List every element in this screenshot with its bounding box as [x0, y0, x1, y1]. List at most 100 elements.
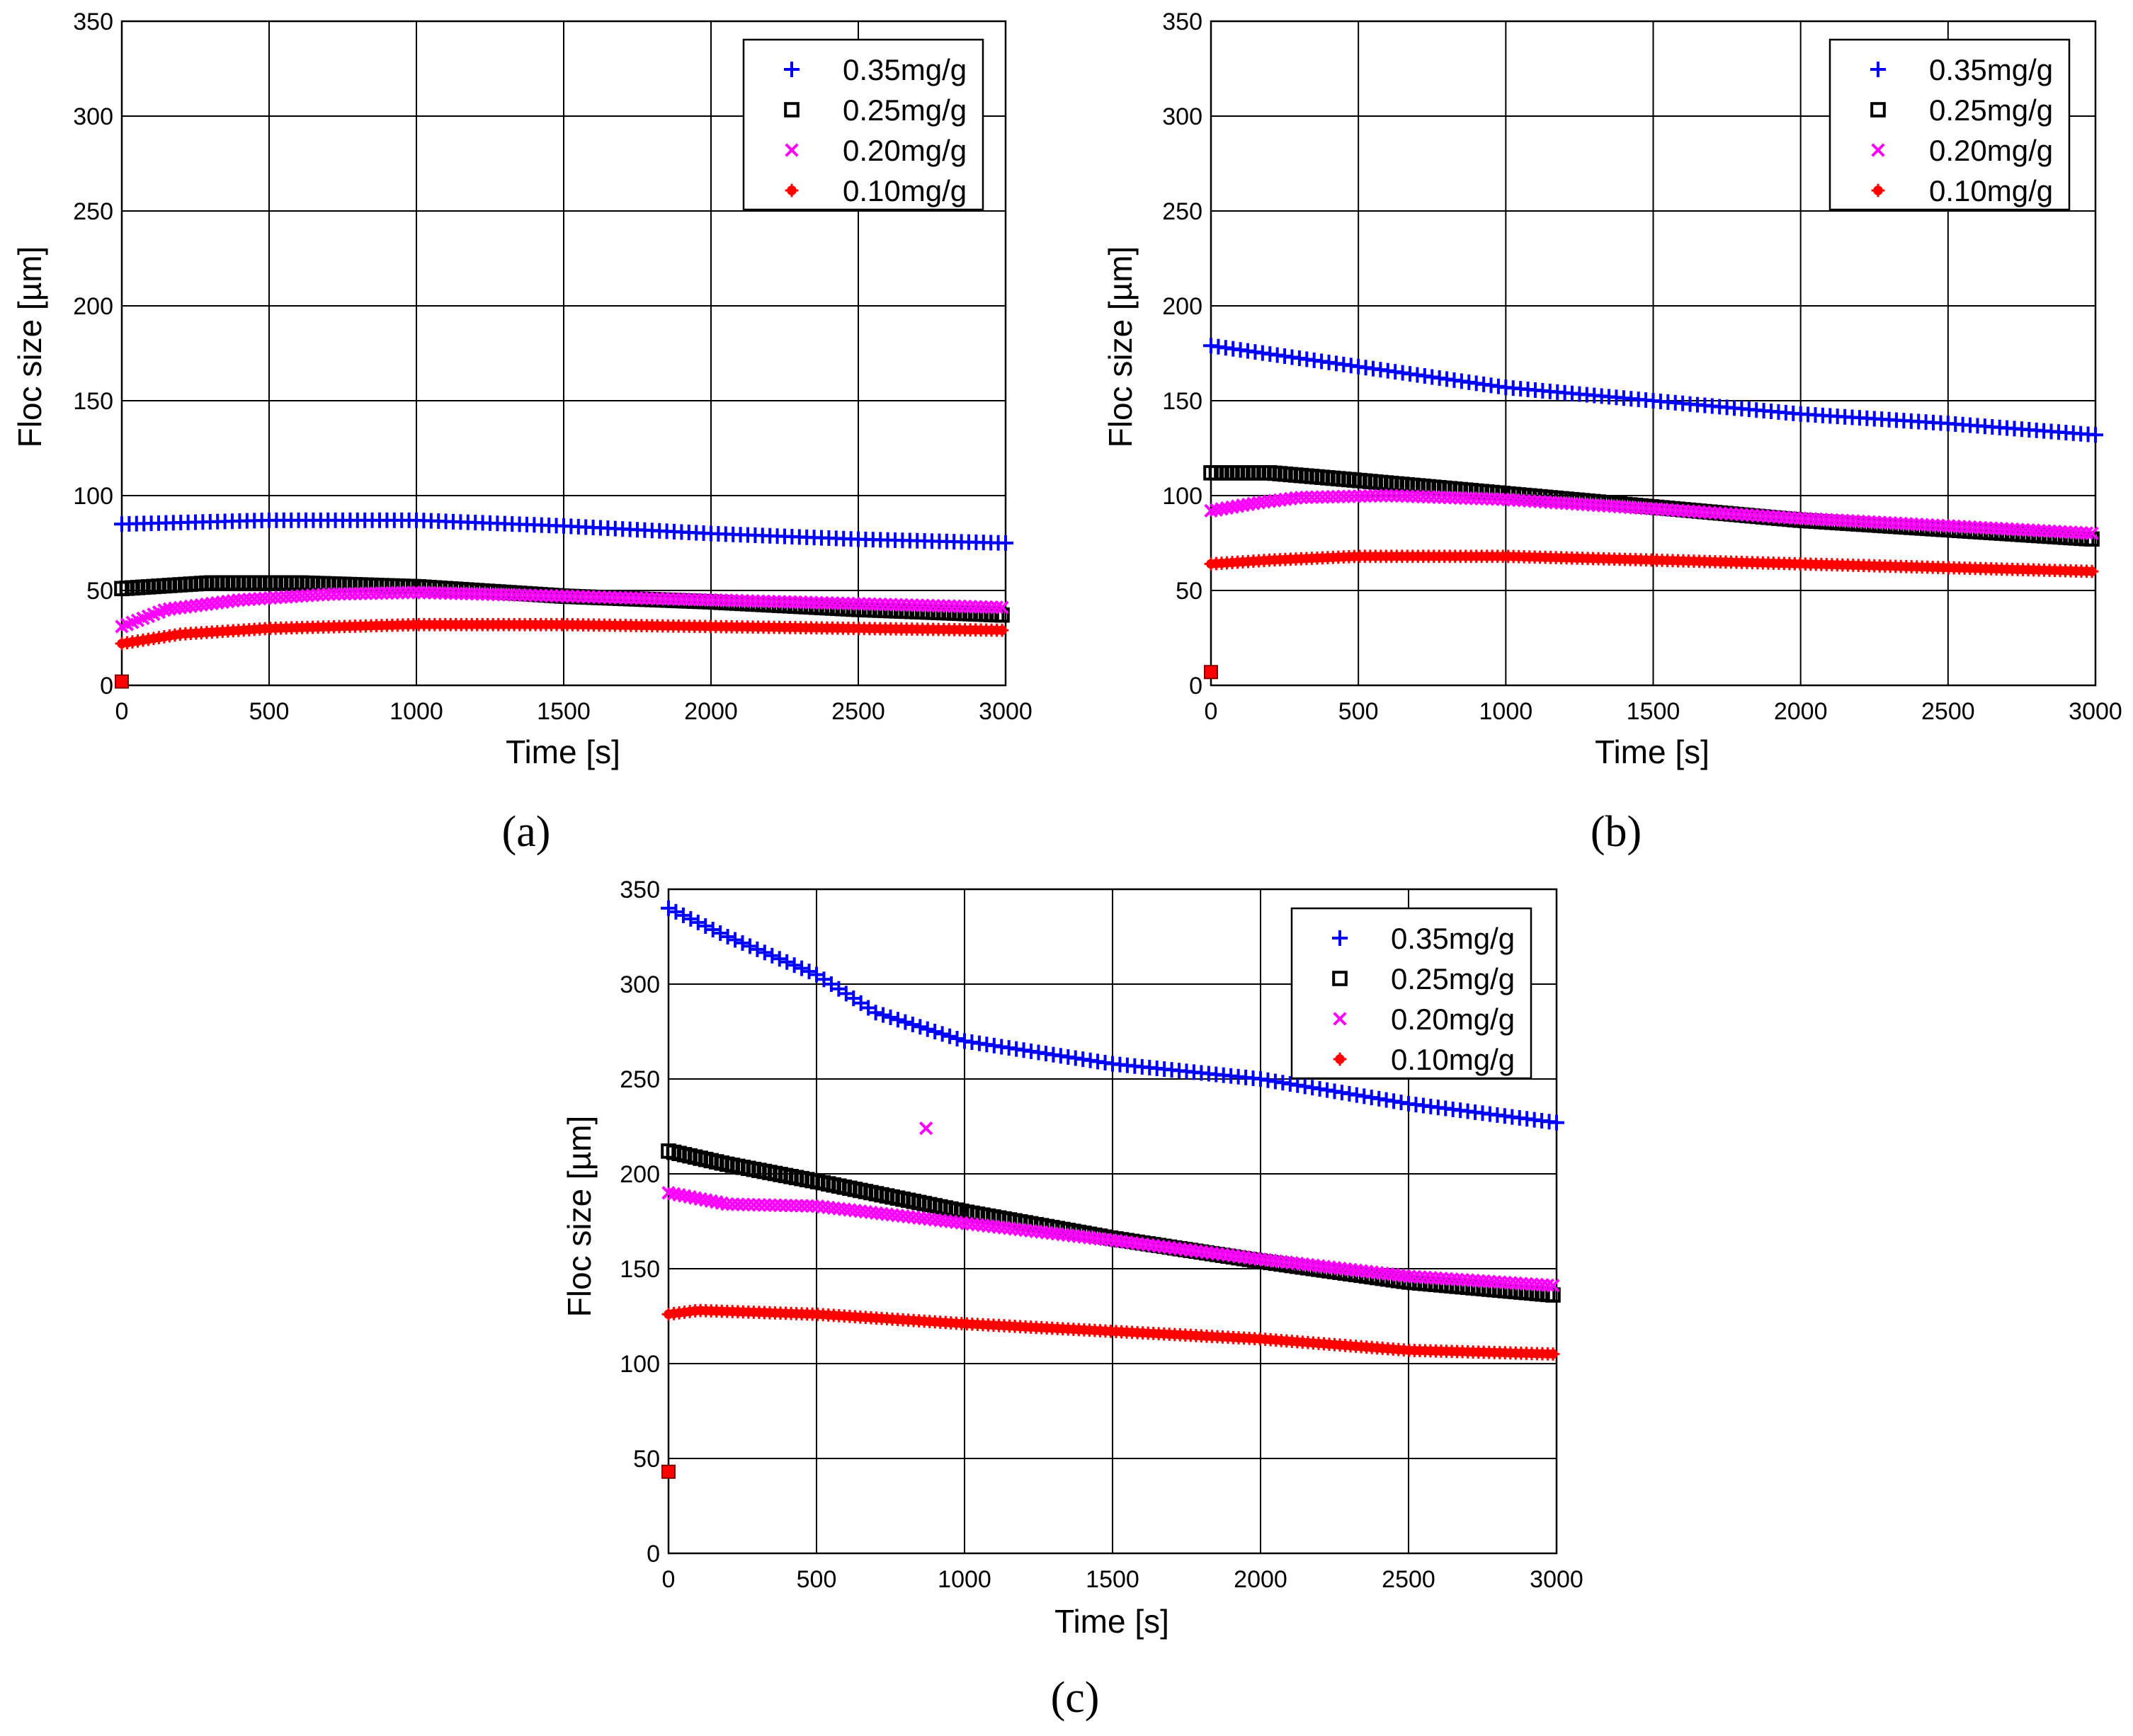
data-point: [1532, 494, 1547, 509]
data-point: [1586, 498, 1600, 512]
data-point: [1304, 490, 1319, 504]
data-point: [1782, 510, 1797, 525]
x-tick-label: 1000: [938, 1566, 991, 1593]
data-point: [741, 1197, 756, 1212]
legend-label: 0.35mg/g: [1391, 922, 1515, 955]
data-point: [311, 588, 325, 602]
data-point: [290, 589, 304, 603]
data-point: [1559, 496, 1574, 510]
legend-box: [742, 38, 984, 211]
data-point: [396, 586, 410, 600]
data-point: [1787, 510, 1802, 525]
data-point: [698, 593, 712, 607]
data-point: [963, 600, 977, 614]
data-point: [422, 586, 436, 600]
y-tick-label: 50: [1176, 578, 1202, 605]
data-point: [1469, 491, 1484, 506]
data-point: [1453, 491, 1467, 505]
data-point: [1326, 489, 1341, 504]
data-point: [979, 600, 994, 615]
data-point: [793, 595, 808, 610]
data-point: [767, 595, 781, 609]
y-tick-label: 250: [620, 1066, 660, 1093]
legend-marker: [784, 62, 800, 77]
data-point: [496, 588, 511, 602]
data-point: [1511, 493, 1526, 508]
data-point: [682, 592, 696, 607]
data-point: [1851, 514, 1865, 529]
data-point: [1596, 498, 1611, 513]
data-point: [910, 598, 924, 612]
data-point: [369, 586, 384, 600]
data-point: [1315, 490, 1330, 504]
data-point: [1299, 490, 1314, 505]
series-0-10mg-g: [115, 617, 1009, 651]
data-point: [406, 586, 421, 600]
data-point: [668, 903, 684, 920]
data-point: [475, 587, 489, 601]
data-point: [380, 586, 394, 600]
series-0-10mg-g: [661, 1303, 1560, 1361]
data-point: [443, 586, 457, 600]
data-point: [1819, 513, 1833, 527]
data-point: [2047, 524, 2062, 539]
data-point: [1729, 507, 1744, 521]
data-point: [763, 1198, 777, 1212]
series-0-35mg-g: [661, 900, 1564, 1131]
data-point: [1439, 1272, 1454, 1286]
data-point: [279, 590, 293, 604]
data-point: [734, 935, 751, 951]
data-point: [305, 588, 320, 603]
data-point: [1910, 517, 1924, 532]
legend-entry: 0.10mg/g: [1333, 1043, 1515, 1076]
data-point: [449, 586, 463, 600]
data-point: [949, 1031, 965, 1047]
data-point: [773, 1198, 787, 1213]
y-tick-label: 100: [620, 1351, 660, 1378]
x-tick-label: 0: [662, 1566, 676, 1593]
data-point: [1607, 499, 1622, 513]
y-tick-label: 350: [1162, 8, 1202, 35]
data-point: [936, 599, 951, 613]
data-point: [889, 598, 903, 612]
data-point: [481, 587, 495, 601]
data-point: [1708, 506, 1722, 520]
data-point: [904, 1016, 921, 1032]
data-point: [882, 1009, 899, 1025]
data-point: [1493, 1275, 1507, 1289]
data-point: [1655, 502, 1669, 517]
data-point: [666, 592, 681, 606]
x-axis-label: Time [s]: [506, 733, 620, 770]
x-tick-label: 1500: [1627, 698, 1680, 725]
data-point: [2010, 522, 2025, 537]
data-point: [581, 590, 596, 604]
legend-entry: 0.25mg/g: [1332, 962, 1515, 995]
data-point: [1477, 1274, 1491, 1289]
data-point: [764, 947, 780, 964]
outlier-point: [918, 1121, 933, 1136]
data-point: [560, 589, 574, 603]
x-tick-label: 2000: [684, 698, 738, 725]
data-point: [916, 598, 930, 612]
data-point: [661, 592, 675, 606]
data-point: [804, 595, 819, 610]
data-point: [438, 586, 453, 600]
legend-label: 0.20mg/g: [1391, 1003, 1515, 1036]
data-point: [1756, 509, 1770, 523]
data-point: [2000, 522, 2014, 536]
data-point: [942, 599, 956, 613]
data-point: [934, 1026, 950, 1042]
y-tick-label: 100: [1162, 483, 1202, 510]
data-point: [417, 586, 431, 600]
data-point: [1671, 503, 1685, 518]
data-point: [1530, 1277, 1545, 1292]
data-point: [1368, 489, 1382, 503]
y-tick-label: 50: [633, 1446, 660, 1473]
data-point: [1379, 489, 1393, 503]
data-point: [998, 535, 1013, 551]
data-point: [1416, 489, 1430, 504]
data-point: [1413, 1270, 1427, 1284]
legend-entry: 0.25mg/g: [784, 93, 967, 127]
data-point: [2032, 523, 2046, 538]
